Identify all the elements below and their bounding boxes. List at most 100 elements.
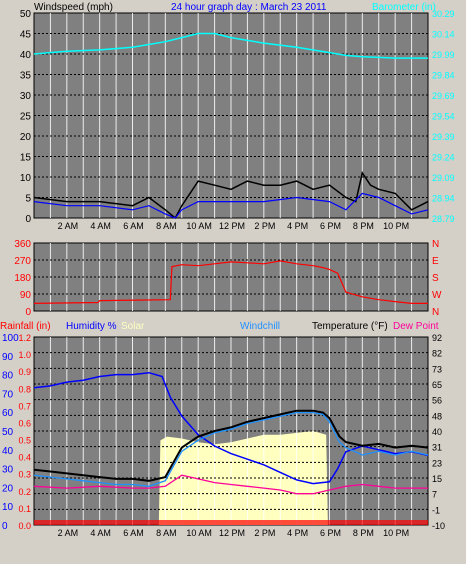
temperature-line — [33, 409, 429, 482]
rainfall-tick-label: 0.3 — [18, 470, 31, 480]
rainfall-tick-label: 0.5 — [18, 436, 31, 446]
humidity-tick-label: 80 — [2, 371, 14, 382]
time-tick-label: 6 AM — [123, 528, 144, 538]
time-tick-label: 10 AM — [186, 528, 212, 538]
legend-humidity: Humidity % — [66, 321, 117, 332]
temperature-tick-label: 56 — [432, 396, 442, 406]
windspeed-tick-label: 35 — [20, 71, 32, 82]
rainfall-tick-label: 0.7 — [18, 401, 31, 411]
temperature-axis-ticks: -10 -1 7 15 23 31 40 48 56 65 73 82 92 — [432, 333, 445, 531]
time-tick-label: 8 PM — [353, 528, 374, 538]
windspeed-tick-label: 20 — [20, 132, 32, 143]
humidity-tick-label: 20 — [2, 483, 14, 494]
legend-solar: Solar — [121, 321, 145, 332]
rainfall-tick-label: 0.6 — [18, 418, 31, 428]
rainfall-tick-label: 1.0 — [18, 350, 31, 360]
windspeed-tick-label: 0 — [25, 214, 31, 225]
time-tick-label: 12 PM — [219, 528, 245, 538]
humidity-tick-label: 10 — [2, 502, 14, 513]
direction-degree-ticks: 0 90 180 270 360 — [14, 239, 31, 318]
time-tick-label: 8 AM — [156, 528, 177, 538]
time-tick-label: 2 AM — [58, 221, 79, 231]
barometer-tick-label: 28.79 — [432, 214, 455, 224]
wind-direction-series — [33, 260, 428, 304]
temperature-tick-label: 23 — [432, 458, 442, 468]
legend-temperature: Temperature (°F) — [312, 321, 388, 332]
temperature-tick-label: -10 — [432, 521, 445, 531]
time-tick-label: 10 PM — [383, 221, 409, 231]
barometer-tick-label: 29.24 — [432, 153, 455, 163]
temperature-tick-label: 92 — [432, 333, 442, 343]
degree-tick-label: 90 — [20, 290, 32, 301]
windspeed-tick-label: 45 — [20, 30, 32, 41]
panel3-time-axis-ticks: 2 AM 4 AM 6 AM 8 AM 10 AM 12 PM 2 PM 4 PM 6 PM 8 … — [58, 528, 410, 538]
temperature-tick-label: 7 — [432, 490, 437, 500]
temperature-tick-label: 31 — [432, 443, 442, 453]
compass-tick-label: W — [432, 290, 442, 301]
windspeed-tick-label: 10 — [20, 173, 32, 184]
wind-direction-grid — [34, 243, 428, 311]
humidity-tick-label: 60 — [2, 408, 14, 419]
windspeed-barometer-series — [33, 32, 429, 220]
windspeed-tick-label: 5 — [25, 194, 31, 205]
chart-title: 24 hour graph day : March 23 2011 — [171, 2, 327, 13]
barometer-tick-label: 29.09 — [432, 173, 455, 183]
windspeed-tick-label: 50 — [20, 9, 32, 20]
degree-tick-label: 360 — [14, 239, 31, 250]
barometer-axis-ticks: 28.79 28.94 29.09 29.24 29.39 29.54 29.69 29.84… — [432, 9, 455, 224]
rainfall-tick-label: 0.9 — [18, 367, 31, 377]
humidity-tick-label: 100 — [2, 333, 19, 344]
windchill-line — [33, 411, 429, 487]
windspeed-line — [33, 171, 429, 220]
time-tick-label: 4 PM — [287, 221, 308, 231]
compass-tick-label: S — [432, 273, 439, 284]
temperature-tick-label: 48 — [432, 411, 442, 421]
temperature-tick-label: 65 — [432, 380, 442, 390]
temperature-tick-label: 73 — [432, 364, 442, 374]
panel1-time-axis-ticks: 2 AM 4 AM 6 AM 8 AM 10 AM 12 PM 2 PM 4 PM 6 PM 8 … — [58, 221, 410, 231]
humidity-tick-label: 90 — [2, 352, 14, 363]
rainfall-tick-label: 0.0 — [18, 521, 31, 531]
rainfall-bar — [34, 520, 428, 525]
time-tick-label: 2 PM — [254, 528, 275, 538]
barometer-tick-label: 28.94 — [432, 194, 455, 204]
humidity-line — [33, 371, 429, 485]
barometer-axis-title: Barometer (in) — [372, 2, 436, 13]
temperature-humidity-series — [33, 371, 429, 525]
humidity-tick-label: 0 — [2, 521, 8, 532]
barometer-tick-label: 30.29 — [432, 9, 455, 19]
time-tick-label: 12 PM — [219, 221, 245, 231]
degree-tick-label: 0 — [25, 307, 31, 318]
rainfall-tick-label: 0.2 — [18, 487, 31, 497]
rainfall-tick-label: 0.4 — [18, 453, 31, 463]
degree-tick-label: 180 — [14, 273, 31, 284]
rainfall-tick-label: 0.1 — [18, 504, 31, 514]
windspeed-tick-label: 30 — [20, 91, 32, 102]
legend-rainfall: Rainfall (in) — [0, 321, 51, 332]
temperature-tick-label: -1 — [432, 505, 440, 515]
barometer-tick-label: 29.99 — [432, 50, 455, 60]
windspeed-axis-title: Windspeed (mph) — [34, 2, 113, 13]
time-tick-label: 10 PM — [383, 528, 409, 538]
windspeed-tick-label: 15 — [20, 153, 32, 164]
legend-windchill: Windchill — [240, 321, 280, 332]
humidity-tick-label: 30 — [2, 465, 14, 476]
time-tick-label: 4 PM — [287, 528, 308, 538]
time-tick-label: 2 AM — [58, 528, 79, 538]
windspeed-axis-ticks: 0 5 10 15 20 25 30 35 40 45 50 — [20, 9, 32, 225]
time-tick-label: 8 AM — [156, 221, 177, 231]
windspeed-tick-label: 25 — [20, 112, 32, 123]
direction-line — [33, 260, 428, 304]
compass-tick-label: N — [432, 239, 439, 250]
barometer-tick-label: 29.39 — [432, 132, 455, 142]
time-tick-label: 2 PM — [254, 221, 275, 231]
humidity-tick-label: 50 — [2, 427, 14, 438]
temperature-tick-label: 82 — [432, 349, 442, 359]
rainfall-tick-label: 1.2 — [18, 333, 31, 343]
barometer-tick-label: 30.14 — [432, 30, 455, 40]
barometer-tick-label: 29.84 — [432, 71, 455, 81]
compass-tick-label: E — [432, 256, 439, 267]
temperature-tick-label: 40 — [432, 427, 442, 437]
